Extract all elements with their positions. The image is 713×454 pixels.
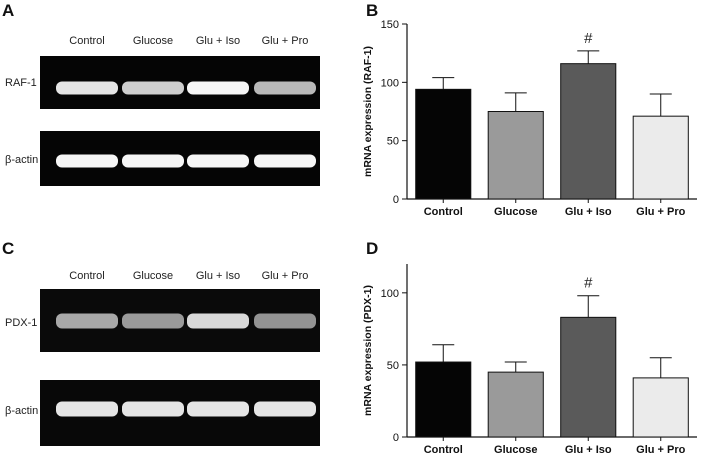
- actin-a-band-1: [56, 154, 118, 168]
- lane-label-glu-iso: Glu + Iso: [196, 35, 240, 47]
- actin-c-band-3: [187, 401, 249, 417]
- bar-glucose: [487, 111, 544, 200]
- bar-glu-pro: [632, 377, 689, 438]
- bar-glucose: [487, 371, 544, 438]
- lane-label-glucose: Glucose: [133, 35, 173, 47]
- x-tick-label: Control: [424, 444, 463, 454]
- row-label-raf1: RAF-1: [5, 77, 37, 89]
- lane-label-glucose-c: Glucose: [133, 270, 173, 282]
- y-tick-label: 0: [393, 194, 399, 206]
- y-axis-title: mRNA expression (PDX-1): [362, 285, 374, 416]
- gel-actin-a-bands: [56, 154, 316, 168]
- bar-glu-pro: [632, 115, 689, 200]
- panel-c-letter: C: [2, 239, 14, 258]
- y-axis-title: mRNA expression (RAF-1): [362, 46, 374, 177]
- actin-a-band-3: [187, 154, 249, 168]
- pdx1-band-3: [187, 313, 249, 329]
- pdx1-band-1: [56, 313, 118, 329]
- y-tick-label: 150: [381, 19, 399, 31]
- x-tick-label: Glucose: [494, 444, 537, 454]
- lane-label-glu-pro: Glu + Pro: [262, 35, 309, 47]
- raf1-band-2: [122, 81, 184, 95]
- y-tick-label: 50: [387, 136, 399, 148]
- lane-label-glu-iso-c: Glu + Iso: [196, 270, 240, 282]
- x-tick-label: Glu + Iso: [565, 444, 612, 454]
- significance-mark: #: [584, 30, 593, 47]
- gel-pdx1-bands: [56, 313, 316, 329]
- gel-actin-c-bands: [56, 401, 316, 417]
- x-tick-label: Glu + Pro: [636, 444, 685, 454]
- pdx1-band-2: [122, 313, 184, 329]
- panel-a-letter: A: [2, 1, 14, 20]
- row-label-actin-c: β-actin: [5, 405, 38, 417]
- raf1-band-3: [187, 81, 249, 95]
- panel-a: A Control Glucose Glu + Iso Glu + Pro RA…: [2, 1, 320, 186]
- significance-mark: #: [584, 275, 593, 292]
- lane-label-control: Control: [69, 35, 104, 47]
- bar-glu-iso: [560, 316, 617, 438]
- actin-c-band-1: [56, 401, 118, 417]
- x-tick-label: Control: [424, 206, 463, 218]
- lane-label-control-c: Control: [69, 270, 104, 282]
- x-tick-label: Glu + Iso: [565, 206, 612, 218]
- y-tick-label: 100: [381, 77, 399, 89]
- chart-d: D 0 50 100 mRNA expression (PDX-1) Control Gl…: [362, 239, 697, 454]
- panel-d-letter: D: [366, 239, 378, 258]
- lane-label-glu-pro-c: Glu + Pro: [262, 270, 309, 282]
- actin-c-band-4: [254, 401, 316, 417]
- row-label-actin-a: β-actin: [5, 154, 38, 166]
- pdx1-band-4: [254, 313, 316, 329]
- gel-raf1-bands: [56, 81, 316, 95]
- actin-c-band-2: [122, 401, 184, 417]
- raf1-band-4: [254, 81, 316, 95]
- panel-b-letter: B: [366, 1, 378, 20]
- y-tick-label: 50: [387, 360, 399, 372]
- row-label-pdx1: PDX-1: [5, 317, 37, 329]
- actin-a-band-4: [254, 154, 316, 168]
- panel-c: C Control Glucose Glu + Iso Glu + Pro PD…: [2, 239, 320, 446]
- raf1-band-1: [56, 81, 118, 95]
- chart-b: B 0 50 100 150 mRNA expression (RAF-1) Contro…: [362, 1, 697, 218]
- y-tick-label: 0: [393, 432, 399, 444]
- bar-control: [415, 361, 472, 438]
- bar-control: [415, 88, 472, 200]
- x-tick-label: Glu + Pro: [636, 206, 685, 218]
- x-tick-label: Glucose: [494, 206, 537, 218]
- actin-a-band-2: [122, 154, 184, 168]
- bar-glu-iso: [560, 63, 617, 200]
- y-tick-label: 100: [381, 288, 399, 300]
